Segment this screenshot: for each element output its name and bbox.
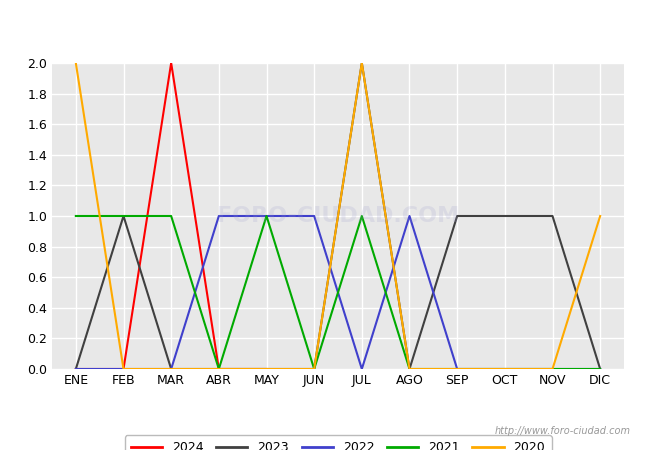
Text: http://www.foro-ciudad.com: http://www.foro-ciudad.com xyxy=(495,427,630,436)
Legend: 2024, 2023, 2022, 2021, 2020: 2024, 2023, 2022, 2021, 2020 xyxy=(125,435,551,450)
Text: Matriculaciones de Vehiculos en Pontós: Matriculaciones de Vehiculos en Pontós xyxy=(148,18,502,36)
Text: FORO-CIUDAD.COM: FORO-CIUDAD.COM xyxy=(217,206,459,226)
